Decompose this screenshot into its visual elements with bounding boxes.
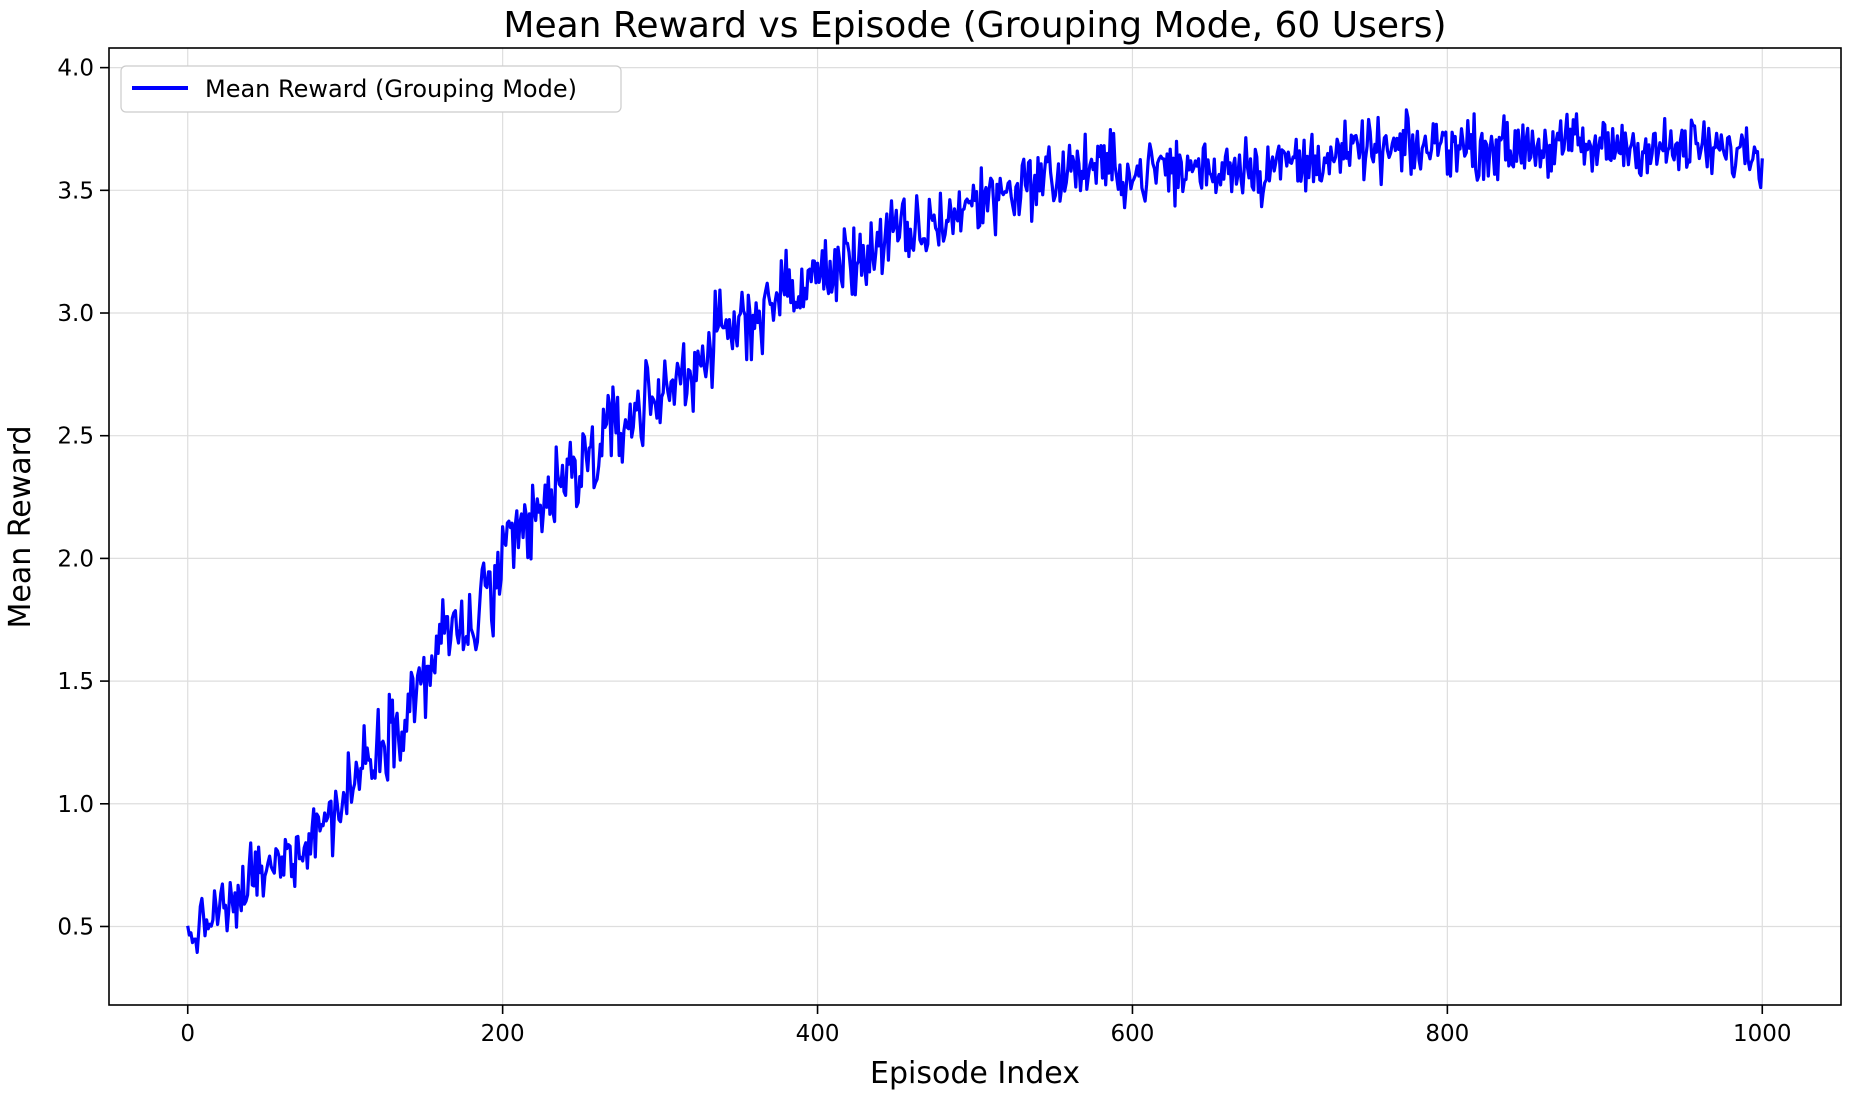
plot-frame xyxy=(108,47,1842,1006)
y-axis-label: Mean Reward xyxy=(3,426,38,629)
y-tick-label: 1.5 xyxy=(57,669,94,695)
legend-label: Mean Reward (Grouping Mode) xyxy=(205,75,577,103)
y-tick-label: 4.0 xyxy=(57,56,94,82)
x-tick-label: 400 xyxy=(796,1021,840,1047)
x-tick-label: 0 xyxy=(180,1021,195,1047)
legend-box xyxy=(120,65,622,113)
x-tick-label: 200 xyxy=(481,1021,525,1047)
y-tick-label: 3.5 xyxy=(57,178,94,204)
x-tick-label: 600 xyxy=(1111,1021,1155,1047)
y-tick-label: 2.0 xyxy=(57,546,94,572)
x-axis-ticks: 0 200 400 600 800 1000 xyxy=(180,1005,1792,1047)
series-layer xyxy=(186,108,1764,954)
legend: Mean Reward (Grouping Mode) xyxy=(120,65,622,113)
x-tick-label: 1000 xyxy=(1733,1021,1792,1047)
y-tick-label: 0.5 xyxy=(57,914,94,940)
chart-title: Mean Reward vs Episode (Grouping Mode, 6… xyxy=(503,5,1446,46)
series-line xyxy=(186,108,1764,954)
y-tick-label: 1.0 xyxy=(57,792,94,818)
y-tick-label: 3.0 xyxy=(57,301,94,327)
y-tick-label: 2.5 xyxy=(57,424,94,450)
y-axis-ticks: 0.5 1.0 1.5 2.0 2.5 3.0 3.5 4.0 xyxy=(57,56,109,940)
x-axis-label: Episode Index xyxy=(870,1056,1080,1091)
x-tick-label: 800 xyxy=(1425,1021,1469,1047)
